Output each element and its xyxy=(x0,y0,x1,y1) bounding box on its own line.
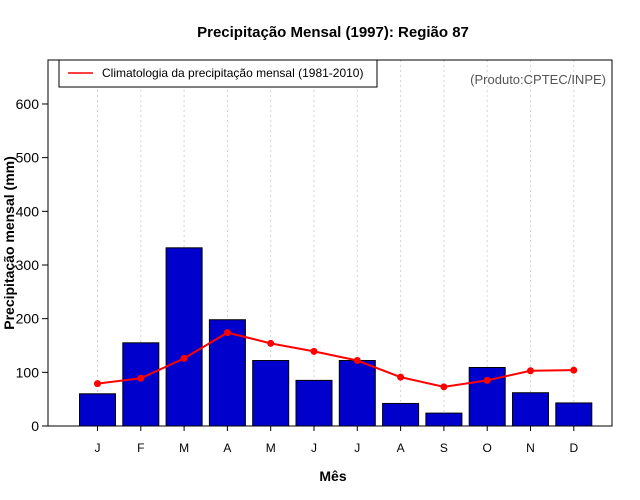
y-tick-label: 600 xyxy=(16,96,40,112)
line-point xyxy=(223,329,231,337)
x-tick-label: J xyxy=(311,441,317,455)
line-point xyxy=(483,376,491,384)
bar xyxy=(382,402,420,427)
y-tick-label: 100 xyxy=(16,364,40,380)
x-tick-label: F xyxy=(137,441,144,455)
bar xyxy=(425,412,463,427)
bar xyxy=(468,366,506,427)
series-line xyxy=(97,331,574,388)
line-point xyxy=(267,339,275,347)
x-tick-label: N xyxy=(526,441,535,455)
legend-label: Climatologia da precipitação mensal (198… xyxy=(102,66,363,80)
bar xyxy=(512,392,549,427)
x-tick-label: J xyxy=(354,441,360,455)
bar xyxy=(338,360,376,427)
y-axis-label: Precipitação mensal (mm) xyxy=(1,156,17,330)
y-tick-label: 400 xyxy=(16,203,40,219)
x-axis-label: Mês xyxy=(319,468,346,484)
x-tick-label: S xyxy=(440,441,448,455)
bar xyxy=(208,319,246,427)
x-tick-label: M xyxy=(179,441,189,455)
line-point xyxy=(310,347,318,355)
x-tick-label: M xyxy=(266,441,276,455)
x-tick-label: O xyxy=(483,441,492,455)
x-tick-label: A xyxy=(223,441,231,455)
legend: Climatologia da precipitação mensal (198… xyxy=(58,59,378,88)
x-tick-label: A xyxy=(397,441,405,455)
bar xyxy=(165,247,203,427)
line-point xyxy=(180,354,188,362)
line-point xyxy=(570,366,578,374)
climatology-line xyxy=(94,329,578,391)
bar xyxy=(252,360,290,427)
bars xyxy=(79,247,593,427)
x-tick-label: J xyxy=(95,441,101,455)
line-point xyxy=(94,380,101,388)
legend-box xyxy=(58,59,378,88)
y-axis: 0 100 200 300 400 500 600 xyxy=(16,96,48,434)
line-point xyxy=(397,373,405,381)
y-tick-label: 300 xyxy=(16,257,40,273)
bar xyxy=(295,379,333,427)
product-credit: (Produto:CPTEC/INPE) xyxy=(470,72,606,87)
bar xyxy=(79,393,116,427)
chart-title: Precipitação Mensal (1997): Região 87 xyxy=(197,24,469,41)
y-tick-label: 500 xyxy=(16,150,40,166)
line-point xyxy=(527,367,534,375)
y-tick-label: 0 xyxy=(31,418,39,434)
y-tick-label: 200 xyxy=(16,311,40,327)
line-point xyxy=(353,357,361,365)
line-point xyxy=(440,383,448,391)
line-point xyxy=(137,374,145,382)
x-tick-label: D xyxy=(569,441,578,455)
bar xyxy=(122,342,160,427)
bar xyxy=(555,402,593,427)
